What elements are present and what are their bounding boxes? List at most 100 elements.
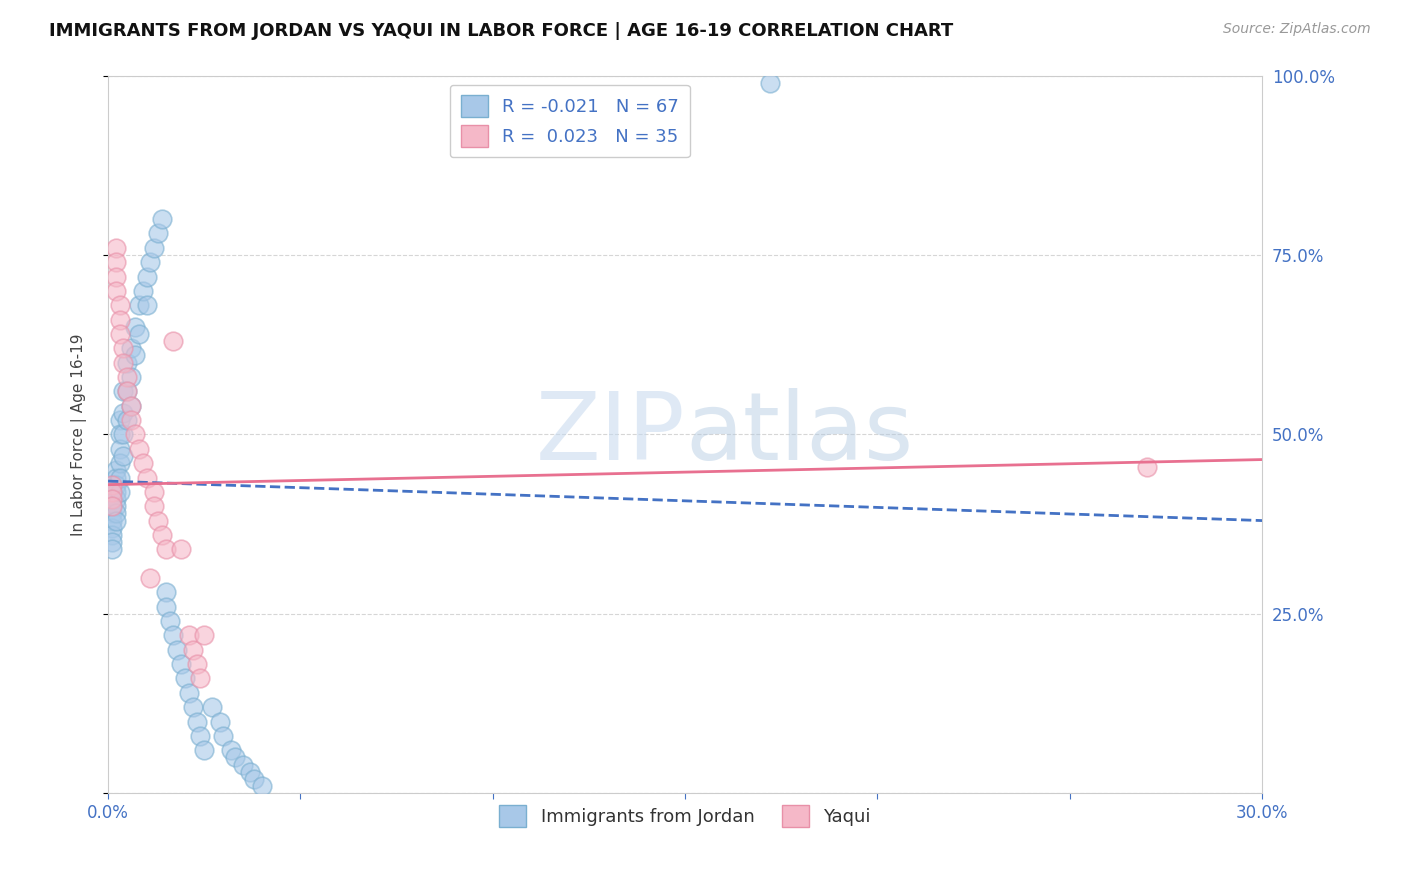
Point: [193, 743, 215, 757]
Point: [104, 507, 127, 521]
Point: [101, 477, 124, 491]
Point: [162, 628, 184, 642]
Point: [112, 427, 135, 442]
Point: [131, 456, 153, 470]
Point: [208, 714, 231, 729]
Point: [162, 334, 184, 348]
Point: [150, 212, 173, 227]
Point: [101, 521, 124, 535]
Point: [101, 535, 124, 549]
Point: [101, 484, 124, 499]
Point: [243, 772, 266, 786]
Point: [108, 456, 131, 470]
Point: [101, 507, 124, 521]
Point: [104, 284, 127, 298]
Point: [128, 326, 150, 341]
Point: [181, 700, 204, 714]
Point: [128, 298, 150, 312]
Point: [190, 729, 212, 743]
Point: [117, 384, 139, 399]
Point: [170, 542, 193, 557]
Point: [155, 542, 177, 557]
Point: [190, 672, 212, 686]
Point: [201, 700, 224, 714]
Point: [135, 470, 157, 484]
Point: [101, 491, 124, 506]
Point: [104, 514, 127, 528]
Point: [101, 514, 124, 528]
Point: [108, 427, 131, 442]
Point: [108, 470, 131, 484]
Point: [104, 500, 127, 514]
Point: [120, 399, 142, 413]
Point: [143, 484, 166, 499]
Point: [104, 477, 127, 491]
Point: [104, 269, 127, 284]
Point: [101, 528, 124, 542]
Point: [170, 657, 193, 672]
Legend: Immigrants from Jordan, Yaqui: Immigrants from Jordan, Yaqui: [492, 798, 877, 835]
Point: [104, 463, 127, 477]
Point: [224, 750, 246, 764]
Point: [155, 585, 177, 599]
Point: [108, 484, 131, 499]
Point: [212, 729, 235, 743]
Point: [101, 484, 124, 499]
Point: [174, 672, 197, 686]
Point: [104, 491, 127, 506]
Text: IMMIGRANTS FROM JORDAN VS YAQUI IN LABOR FORCE | AGE 16-19 CORRELATION CHART: IMMIGRANTS FROM JORDAN VS YAQUI IN LABOR…: [49, 22, 953, 40]
Point: [166, 642, 188, 657]
Point: [101, 500, 124, 514]
Text: ZIP: ZIP: [536, 388, 685, 481]
Point: [181, 642, 204, 657]
Point: [131, 284, 153, 298]
Point: [108, 442, 131, 456]
Point: [104, 484, 127, 499]
Point: [143, 500, 166, 514]
Point: [108, 312, 131, 326]
Point: [155, 599, 177, 614]
Point: [101, 477, 124, 491]
Text: Source: ZipAtlas.com: Source: ZipAtlas.com: [1223, 22, 1371, 37]
Point: [124, 319, 146, 334]
Point: [120, 370, 142, 384]
Y-axis label: In Labor Force | Age 16-19: In Labor Force | Age 16-19: [72, 334, 87, 536]
Point: [112, 384, 135, 399]
Point: [117, 356, 139, 370]
Point: [177, 686, 200, 700]
Point: [120, 413, 142, 427]
Point: [108, 298, 131, 312]
Point: [104, 241, 127, 255]
Point: [117, 413, 139, 427]
Point: [112, 406, 135, 420]
Point: [177, 628, 200, 642]
Point: [101, 500, 124, 514]
Point: [117, 370, 139, 384]
Point: [143, 241, 166, 255]
Point: [101, 491, 124, 506]
Point: [104, 255, 127, 269]
Point: [186, 657, 208, 672]
Point: [146, 514, 169, 528]
Point: [108, 413, 131, 427]
Point: [232, 757, 254, 772]
Point: [159, 614, 181, 628]
Point: [193, 628, 215, 642]
Point: [250, 779, 273, 793]
Point: [139, 255, 162, 269]
Point: [104, 470, 127, 484]
Point: [120, 399, 142, 413]
Text: atlas: atlas: [685, 388, 914, 481]
Point: [135, 298, 157, 312]
Point: [112, 449, 135, 463]
Point: [135, 269, 157, 284]
Point: [112, 356, 135, 370]
Point: [117, 384, 139, 399]
Point: [186, 714, 208, 729]
Point: [150, 528, 173, 542]
Point: [128, 442, 150, 456]
Point: [1136, 459, 1159, 474]
Point: [124, 427, 146, 442]
Point: [146, 227, 169, 241]
Point: [758, 76, 780, 90]
